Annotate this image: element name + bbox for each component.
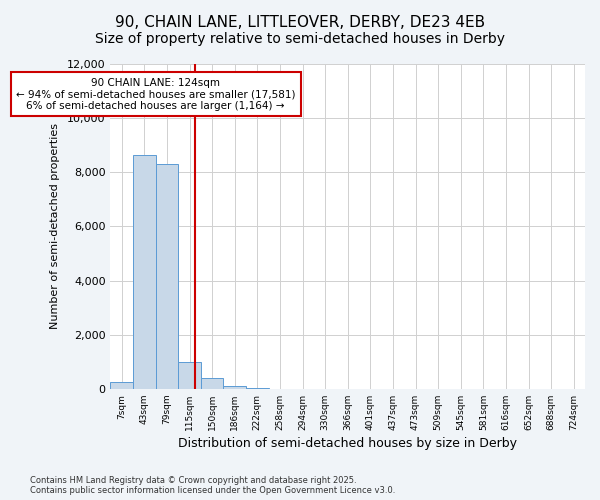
Bar	[201, 378, 223, 389]
Bar	[133, 154, 155, 389]
Bar	[155, 164, 178, 389]
Bar	[178, 362, 201, 389]
Y-axis label: Number of semi-detached properties: Number of semi-detached properties	[50, 124, 60, 330]
Bar	[223, 386, 246, 389]
Bar	[110, 382, 133, 389]
Bar	[246, 388, 269, 389]
Text: 90 CHAIN LANE: 124sqm
← 94% of semi-detached houses are smaller (17,581)
6% of s: 90 CHAIN LANE: 124sqm ← 94% of semi-deta…	[16, 78, 295, 110]
Text: Contains HM Land Registry data © Crown copyright and database right 2025.
Contai: Contains HM Land Registry data © Crown c…	[30, 476, 395, 495]
Text: 90, CHAIN LANE, LITTLEOVER, DERBY, DE23 4EB: 90, CHAIN LANE, LITTLEOVER, DERBY, DE23 …	[115, 15, 485, 30]
Text: Size of property relative to semi-detached houses in Derby: Size of property relative to semi-detach…	[95, 32, 505, 46]
X-axis label: Distribution of semi-detached houses by size in Derby: Distribution of semi-detached houses by …	[178, 437, 517, 450]
